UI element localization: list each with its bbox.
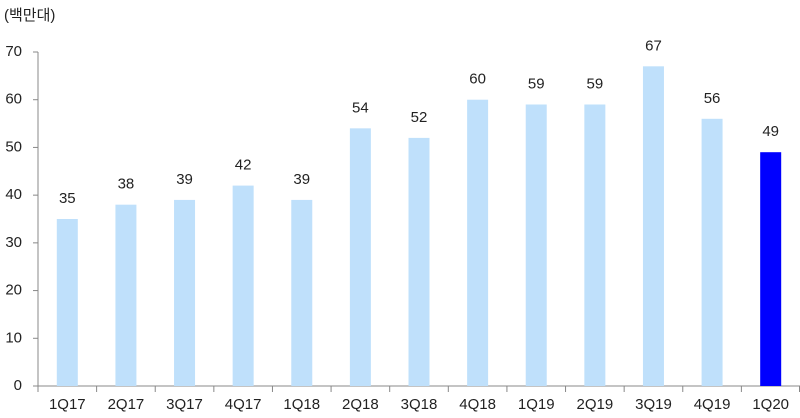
- data-label: 38: [118, 176, 135, 193]
- x-tick-label: 1Q19: [518, 396, 555, 413]
- x-tick-label: 4Q19: [694, 396, 731, 413]
- data-label: 35: [59, 190, 76, 207]
- bar: [701, 118, 723, 387]
- bar: [174, 199, 196, 386]
- bar: [115, 204, 137, 386]
- data-label: 52: [411, 109, 428, 126]
- data-label: 56: [704, 90, 721, 107]
- x-tick-label: 3Q18: [401, 396, 438, 413]
- bar: [642, 66, 664, 387]
- x-tick-label: 3Q19: [635, 396, 672, 413]
- data-label: 59: [587, 75, 604, 92]
- bar: [467, 99, 489, 386]
- data-label: 39: [293, 171, 310, 188]
- y-tick-label: 70: [5, 43, 22, 60]
- y-tick-label: 60: [5, 91, 22, 108]
- bar: [408, 137, 430, 386]
- x-tick-label: 3Q17: [166, 396, 203, 413]
- data-label: 39: [176, 171, 193, 188]
- y-tick-label: 20: [5, 282, 22, 299]
- data-label: 60: [469, 71, 486, 88]
- y-tick-label: 0: [14, 377, 22, 394]
- y-tick-label: 50: [5, 138, 22, 155]
- data-label: 42: [235, 157, 252, 174]
- data-label: 49: [762, 123, 779, 140]
- y-tick-label: 10: [5, 329, 22, 346]
- bar: [760, 152, 782, 386]
- x-tick-label: 1Q17: [49, 396, 86, 413]
- y-tick-label: 40: [5, 186, 22, 203]
- data-label: 59: [528, 75, 545, 92]
- data-label: 54: [352, 99, 369, 116]
- y-unit-label: (백만대): [4, 7, 55, 24]
- x-tick-label: 4Q18: [459, 396, 496, 413]
- bar: [56, 219, 78, 386]
- x-tick-label: 2Q17: [108, 396, 145, 413]
- y-tick-label: 30: [5, 234, 22, 251]
- x-tick-label: 2Q18: [342, 396, 379, 413]
- data-label: 67: [645, 37, 662, 54]
- x-tick-label: 1Q20: [752, 396, 789, 413]
- x-tick-label: 2Q19: [576, 396, 613, 413]
- bar: [349, 128, 371, 387]
- bar: [525, 104, 547, 386]
- x-tick-label: 1Q18: [283, 396, 320, 413]
- x-tick-label: 4Q17: [225, 396, 262, 413]
- bar: [232, 185, 254, 386]
- bar: [291, 199, 313, 386]
- bar: [584, 104, 606, 386]
